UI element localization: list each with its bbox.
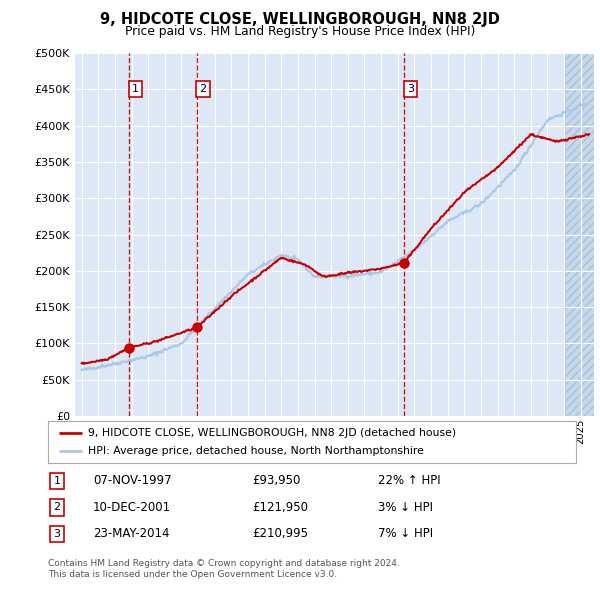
Text: 1: 1 <box>53 476 61 486</box>
Bar <box>565 53 594 416</box>
Text: 3% ↓ HPI: 3% ↓ HPI <box>378 501 433 514</box>
Text: 2: 2 <box>200 84 207 94</box>
Text: 22% ↑ HPI: 22% ↑ HPI <box>378 474 440 487</box>
Text: Contains HM Land Registry data © Crown copyright and database right 2024.
This d: Contains HM Land Registry data © Crown c… <box>48 559 400 579</box>
Text: 3: 3 <box>407 84 413 94</box>
Text: 9, HIDCOTE CLOSE, WELLINGBOROUGH, NN8 2JD (detached house): 9, HIDCOTE CLOSE, WELLINGBOROUGH, NN8 2J… <box>88 428 456 438</box>
Text: 2: 2 <box>53 503 61 512</box>
Text: 3: 3 <box>53 529 61 539</box>
Text: £121,950: £121,950 <box>252 501 308 514</box>
Text: 1: 1 <box>131 84 139 94</box>
Text: 9, HIDCOTE CLOSE, WELLINGBOROUGH, NN8 2JD: 9, HIDCOTE CLOSE, WELLINGBOROUGH, NN8 2J… <box>100 12 500 27</box>
Text: 10-DEC-2001: 10-DEC-2001 <box>93 501 171 514</box>
Text: 23-MAY-2014: 23-MAY-2014 <box>93 527 170 540</box>
Text: £210,995: £210,995 <box>252 527 308 540</box>
Text: 07-NOV-1997: 07-NOV-1997 <box>93 474 172 487</box>
Text: £93,950: £93,950 <box>252 474 301 487</box>
Text: 7% ↓ HPI: 7% ↓ HPI <box>378 527 433 540</box>
Text: HPI: Average price, detached house, North Northamptonshire: HPI: Average price, detached house, Nort… <box>88 446 424 456</box>
Text: Price paid vs. HM Land Registry's House Price Index (HPI): Price paid vs. HM Land Registry's House … <box>125 25 475 38</box>
